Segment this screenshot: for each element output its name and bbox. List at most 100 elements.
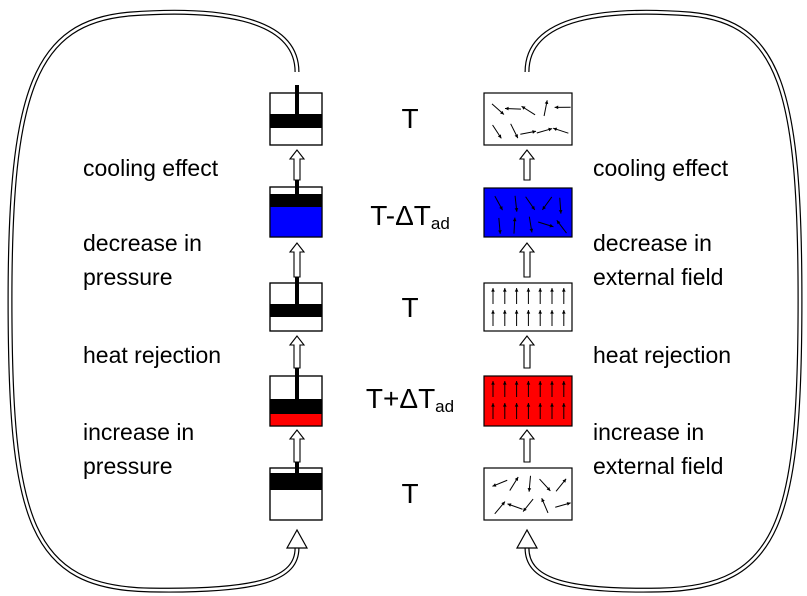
- spin-head: [502, 310, 507, 314]
- sample: [483, 467, 573, 521]
- spin-head: [512, 217, 517, 222]
- temperature-label: T+ΔTad: [366, 383, 454, 416]
- spin-head: [561, 403, 566, 407]
- spin-head: [566, 502, 571, 506]
- piston-cylinder: [269, 368, 323, 427]
- piston: [270, 473, 322, 490]
- spin-head: [521, 106, 526, 110]
- spin-head: [538, 381, 543, 385]
- process-arrow: [518, 335, 536, 369]
- piston-rod: [295, 85, 299, 114]
- spin-head: [514, 403, 519, 407]
- spin-head: [529, 228, 534, 233]
- spin-head: [501, 501, 505, 506]
- piston-rod: [295, 460, 299, 473]
- step-label: external field: [593, 264, 723, 290]
- process-arrow: [288, 335, 306, 369]
- spin-head: [549, 223, 554, 228]
- spin-head: [532, 130, 537, 134]
- spin-head: [492, 483, 497, 487]
- step-label: heat rejection: [83, 342, 221, 368]
- spin-head: [491, 310, 495, 314]
- spin-head: [561, 310, 566, 314]
- spin-head: [546, 487, 551, 491]
- spin-head: [550, 381, 554, 385]
- spin-head: [499, 206, 503, 211]
- magnetic-sample: [483, 282, 573, 332]
- process-arrow: [518, 242, 536, 278]
- spin-head: [497, 134, 502, 139]
- spin-head: [554, 105, 559, 110]
- spin-head: [550, 288, 554, 292]
- sample: [483, 187, 573, 238]
- spin-head: [514, 476, 519, 481]
- magnetic-sample: [483, 467, 573, 521]
- cylinder-outline: [269, 92, 323, 146]
- spin-head: [531, 205, 535, 210]
- spin-head: [502, 403, 507, 407]
- temperature-label: T: [401, 478, 418, 509]
- spin-head: [504, 106, 509, 111]
- spin-head: [544, 100, 549, 105]
- piston: [270, 194, 322, 207]
- spin-head: [526, 310, 531, 314]
- piston-rod: [295, 368, 299, 399]
- spin-head: [526, 381, 531, 385]
- step-label: decrease in: [593, 230, 712, 256]
- piston-cylinder: [269, 85, 323, 146]
- spin-head: [500, 110, 504, 115]
- piston-cylinder: [269, 460, 323, 521]
- spin-head: [514, 288, 519, 292]
- piston: [270, 399, 322, 414]
- spin-head: [502, 288, 507, 292]
- step-label: increase in: [83, 419, 194, 445]
- cylinder-outline: [269, 375, 323, 427]
- piston: [270, 304, 322, 317]
- spin-head: [502, 381, 507, 385]
- spin-head: [558, 210, 563, 214]
- step-label: heat rejection: [593, 342, 731, 368]
- spin-head: [507, 503, 512, 507]
- step-label: external field: [593, 453, 723, 479]
- spin-head: [527, 488, 532, 492]
- piston-cylinder: [269, 179, 323, 238]
- spin-head: [514, 207, 519, 212]
- process-arrow: [518, 149, 536, 181]
- spin-head: [553, 127, 558, 132]
- step-label: cooling effect: [593, 155, 729, 181]
- spin-head: [491, 403, 495, 407]
- spin-head: [550, 403, 554, 407]
- spin-head: [556, 220, 561, 225]
- process-arrow: [288, 242, 306, 278]
- step-label: decrease in: [83, 230, 202, 256]
- spin-head: [523, 507, 527, 512]
- compressed-gas: [270, 207, 322, 237]
- piston-rod: [295, 275, 299, 304]
- spin-head: [561, 381, 566, 385]
- spin-head: [562, 478, 567, 483]
- piston: [270, 114, 322, 128]
- spin-head: [548, 127, 553, 132]
- sample: [483, 92, 573, 146]
- spin-head: [498, 230, 502, 234]
- spin-head: [538, 310, 543, 314]
- process-arrow: [288, 149, 306, 181]
- spin-head: [542, 205, 546, 210]
- temperature-label: T: [401, 292, 418, 323]
- temperature-label: T-ΔTad: [370, 200, 450, 233]
- compressed-gas: [270, 414, 322, 426]
- cylinder-outline: [269, 282, 323, 332]
- spin-head: [514, 310, 519, 314]
- step-label: pressure: [83, 453, 172, 479]
- step-label: pressure: [83, 264, 172, 290]
- magnetic-sample: [483, 187, 573, 238]
- piston-cylinder: [269, 275, 323, 332]
- temperature-label: T: [401, 103, 418, 134]
- left-loop: [7, 9, 309, 593]
- magnetic-sample: [483, 375, 573, 427]
- step-label: increase in: [593, 419, 704, 445]
- spin-head: [491, 381, 495, 385]
- right-loop: [515, 9, 803, 593]
- process-arrow: [518, 429, 536, 463]
- spin-head: [541, 498, 545, 503]
